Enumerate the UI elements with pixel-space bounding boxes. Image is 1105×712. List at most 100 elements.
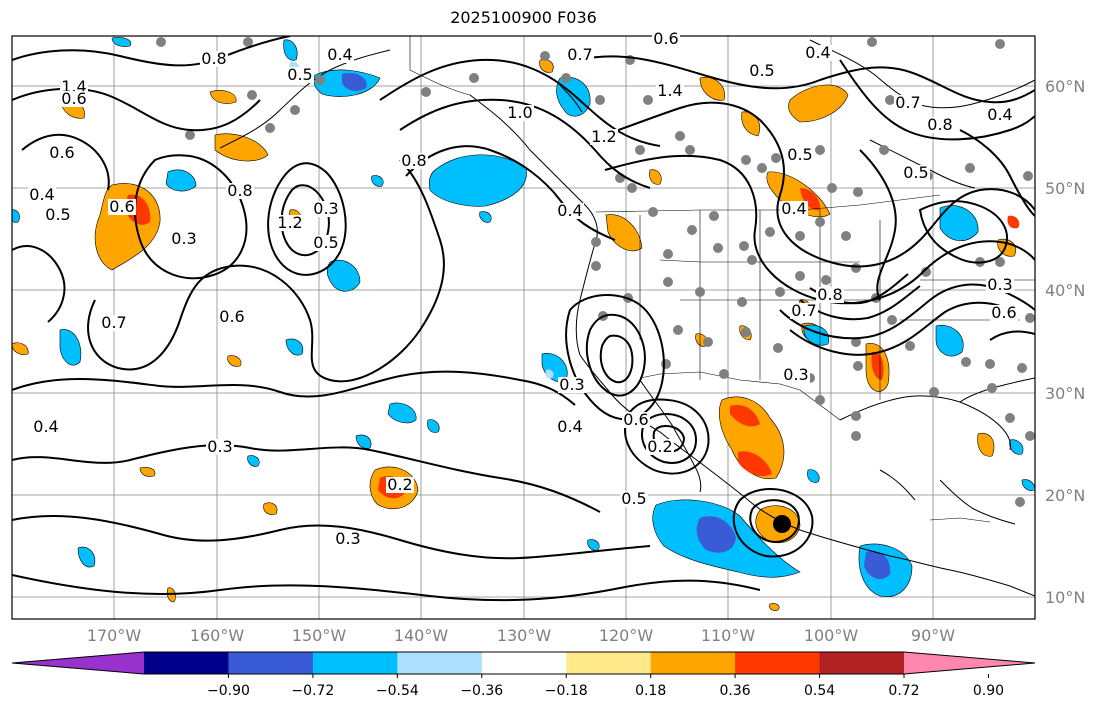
contour-label: 0.6 bbox=[219, 307, 244, 326]
contour-label: 1.2 bbox=[277, 213, 302, 232]
contour-label: 0.2 bbox=[647, 437, 672, 456]
contour-label-bg bbox=[656, 83, 684, 99]
contour-label-bg bbox=[108, 199, 136, 215]
colorbar-tick-label: 0.36 bbox=[719, 683, 751, 699]
colorbar-segment bbox=[397, 652, 483, 674]
colorbar-tick-label: 0.54 bbox=[803, 683, 836, 699]
lon-label-100w: 100°W bbox=[803, 626, 859, 645]
contour-label-bg bbox=[28, 187, 56, 203]
colorbar-segment bbox=[566, 652, 652, 674]
colorbar-tick-label: 0.90 bbox=[972, 683, 1005, 699]
contour-label: 0.7 bbox=[895, 93, 920, 112]
contour-label: 0.8 bbox=[227, 181, 252, 200]
colorbar-segment bbox=[735, 652, 821, 674]
lon-label-170w: 170°W bbox=[86, 626, 142, 645]
lon-label-130w: 130°W bbox=[496, 626, 552, 645]
colorbar-tick-label: −0.90 bbox=[206, 683, 250, 699]
colorbar-tick-label: −0.54 bbox=[375, 683, 419, 699]
contour-label-bg bbox=[986, 107, 1014, 123]
contour-label-bg bbox=[780, 201, 808, 217]
contour-label-layer: 0.70.80.50.30.60.40.50.60.30.70.60.81.20… bbox=[28, 29, 1018, 548]
contour-label-bg bbox=[32, 419, 60, 435]
contour-label-bg bbox=[60, 91, 88, 107]
contour-label-bg bbox=[44, 207, 72, 223]
contour-label-bg bbox=[400, 153, 428, 169]
contour-label: 0.3 bbox=[559, 375, 584, 394]
colorbar-tick-label: 0.18 bbox=[635, 683, 667, 699]
contour-label-bg bbox=[200, 51, 228, 67]
contour-label-bg bbox=[334, 531, 362, 547]
contour-label-bg bbox=[902, 165, 930, 181]
colorbar bbox=[11, 651, 1036, 678]
contour-label-bg bbox=[652, 31, 680, 47]
contour-label-bg bbox=[170, 231, 198, 247]
contour-label: 0.4 bbox=[805, 43, 830, 62]
contour-label-bg bbox=[894, 95, 922, 111]
contour-label: 0.4 bbox=[327, 45, 352, 64]
lat-label-60n: 60°N bbox=[1045, 77, 1086, 96]
contour-label-bg bbox=[206, 439, 234, 455]
colorbar-outline bbox=[11, 651, 1036, 675]
contour-label: 0.5 bbox=[45, 205, 70, 224]
contour-label: 0.6 bbox=[109, 197, 134, 216]
contour-label-bg bbox=[748, 63, 776, 79]
strong-negative-fills bbox=[342, 72, 891, 580]
contour-label: 0.3 bbox=[783, 365, 808, 384]
contour-label-bg bbox=[276, 215, 304, 231]
station-dots bbox=[156, 37, 1035, 507]
contour-label-bg bbox=[506, 105, 534, 121]
contour-lines bbox=[12, 36, 1035, 602]
contour-label-bg bbox=[226, 183, 254, 199]
lon-label-120w: 120°W bbox=[598, 626, 654, 645]
contour-label: 0.5 bbox=[621, 489, 646, 508]
contour-label-bg bbox=[990, 305, 1018, 321]
lat-label-30n: 30°N bbox=[1045, 384, 1086, 403]
contour-label-bg bbox=[326, 47, 354, 63]
contour-label: 0.5 bbox=[749, 61, 774, 80]
contour-label: 0.7 bbox=[567, 45, 592, 64]
contour-label-bg bbox=[100, 315, 128, 331]
contour-label: 0.3 bbox=[335, 529, 360, 548]
contour-label: 0.5 bbox=[313, 233, 338, 252]
contour-label-bg bbox=[558, 377, 586, 393]
contour-label-bg bbox=[386, 477, 414, 493]
contour-label-bg bbox=[620, 491, 648, 507]
contour-label-bg bbox=[986, 277, 1014, 293]
contour-label-bg bbox=[312, 201, 340, 217]
contour-label: 0.3 bbox=[987, 275, 1012, 294]
colorbar-segment bbox=[312, 652, 398, 674]
contour-label: 0.3 bbox=[207, 437, 232, 456]
contour-label-bg bbox=[556, 419, 584, 435]
contour-label: 1.4 bbox=[657, 81, 682, 100]
contour-label: 0.8 bbox=[201, 49, 226, 68]
lon-label-150w: 150°W bbox=[291, 626, 347, 645]
lat-label-40n: 40°N bbox=[1045, 281, 1086, 300]
contour-label-bg bbox=[48, 145, 76, 161]
contour-label: 0.8 bbox=[927, 115, 952, 134]
contour-label: 0.4 bbox=[33, 417, 58, 436]
lon-label-140w: 140°W bbox=[393, 626, 449, 645]
colorbar-segment bbox=[650, 652, 736, 674]
contour-label-bg bbox=[646, 439, 674, 455]
lon-label-110w: 110°W bbox=[700, 626, 756, 645]
contour-label-bg bbox=[286, 67, 314, 83]
storm-center bbox=[773, 515, 791, 533]
contour-label: 0.3 bbox=[313, 199, 338, 218]
contour-label-bg bbox=[622, 412, 650, 428]
colorbar-tick-label: 0.72 bbox=[888, 683, 920, 699]
lat-label-10n: 10°N bbox=[1045, 588, 1086, 607]
lon-label-90w: 90°W bbox=[910, 626, 956, 645]
contour-label: 0.8 bbox=[817, 285, 842, 304]
contour-label: 0.3 bbox=[171, 229, 196, 248]
contour-label: 0.6 bbox=[991, 303, 1016, 322]
lat-label-50n: 50°N bbox=[1045, 179, 1086, 198]
contour-label-bg bbox=[786, 147, 814, 163]
contour-label: 0.4 bbox=[557, 417, 582, 436]
contour-label: 0.4 bbox=[557, 201, 582, 220]
contour-label-bg bbox=[566, 47, 594, 63]
contour-label: 0.6 bbox=[49, 143, 74, 162]
colorbar-segment bbox=[144, 652, 229, 674]
contour-label: 0.4 bbox=[29, 185, 54, 204]
colorbar-tick-label: −0.18 bbox=[544, 683, 588, 699]
